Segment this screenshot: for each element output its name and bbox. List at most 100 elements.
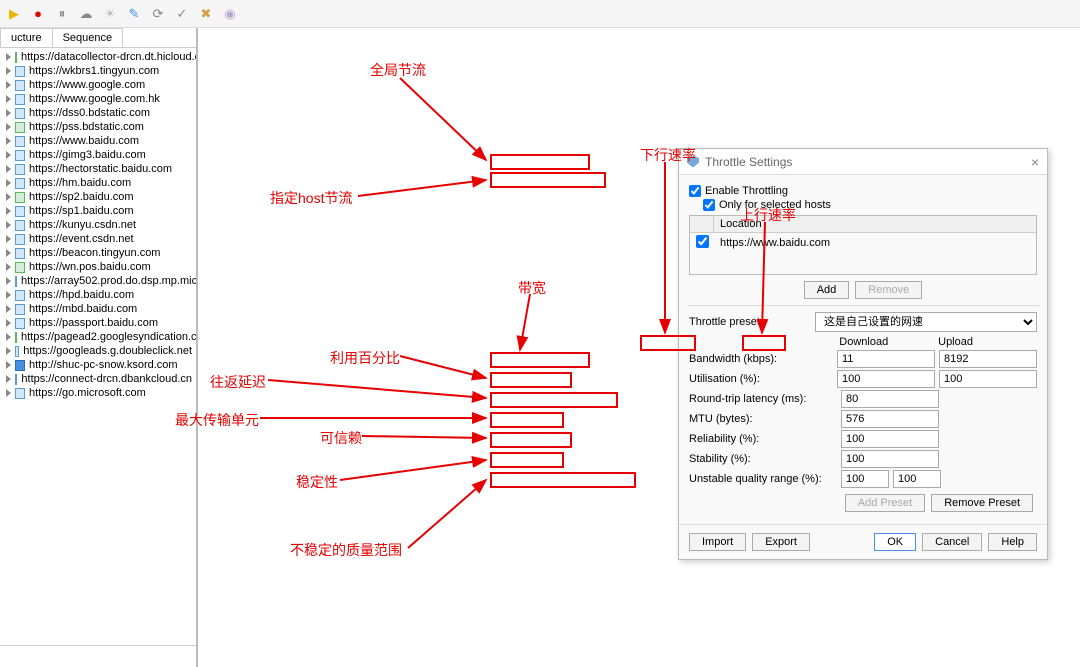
cancel-button[interactable]: Cancel — [922, 533, 982, 551]
utilisation-download-input[interactable] — [837, 370, 935, 388]
ann-down: 下行速率 — [640, 145, 696, 165]
mtu-label: MTU (bytes): — [689, 413, 837, 425]
list-item[interactable]: https://www.google.com.hk — [0, 92, 196, 106]
list-item[interactable]: https://go.microsoft.com — [0, 386, 196, 400]
host-icon — [15, 360, 25, 371]
host-label: https://googleads.g.doubleclick.net — [23, 345, 192, 357]
pause-icon[interactable]: ⏸ — [54, 6, 70, 22]
bandwidth-download-input[interactable] — [837, 350, 935, 368]
tree-icon — [6, 137, 11, 145]
preset-select[interactable]: 这是自己设置的网速 — [815, 312, 1037, 332]
tab-sequence[interactable]: Sequence — [52, 28, 124, 47]
list-item[interactable]: https://datacollector-drcn.dt.hicloud.co… — [0, 50, 196, 64]
list-item[interactable]: https://event.csdn.net — [0, 232, 196, 246]
list-item[interactable]: https://dss0.bdstatic.com — [0, 106, 196, 120]
host-checkbox[interactable] — [696, 235, 709, 248]
dialog-titlebar: Throttle Settings × — [679, 149, 1047, 175]
ok-button[interactable]: OK — [874, 533, 916, 551]
host-icon — [15, 332, 17, 343]
host-icon — [15, 150, 25, 161]
list-item[interactable]: http://shuc-pc-snow.ksord.com — [0, 358, 196, 372]
pen-icon[interactable]: ✎ — [126, 6, 142, 22]
uqr-low-input[interactable] — [841, 470, 889, 488]
reliability-input[interactable] — [841, 430, 939, 448]
tree-icon — [6, 361, 11, 369]
stability-input[interactable] — [841, 450, 939, 468]
host-label: https://mbd.baidu.com — [29, 303, 137, 315]
list-item[interactable]: https://sp1.baidu.com — [0, 204, 196, 218]
list-item[interactable]: https://beacon.tingyun.com — [0, 246, 196, 260]
host-icon — [15, 318, 25, 329]
folder-icon[interactable]: ▶ — [6, 6, 22, 22]
list-item[interactable]: https://mbd.baidu.com — [0, 302, 196, 316]
ann-bandwidth: 带宽 — [518, 278, 546, 298]
host-icon — [15, 66, 25, 77]
ann-rel: 可信赖 — [320, 428, 362, 448]
uqr-high-input[interactable] — [893, 470, 941, 488]
add-button[interactable]: Add — [804, 281, 850, 299]
list-item[interactable]: https://hm.baidu.com — [0, 176, 196, 190]
list-item[interactable]: https://www.baidu.com — [0, 134, 196, 148]
globe-icon[interactable]: ◉ — [222, 6, 238, 22]
host-icon — [15, 164, 25, 175]
host-icon — [15, 80, 25, 91]
wrench-icon[interactable]: ✖ — [198, 6, 214, 22]
cloud-icon[interactable]: ☁ — [78, 6, 94, 22]
throttle-dialog: Throttle Settings × Enable Throttling On… — [678, 148, 1048, 560]
enable-throttling-checkbox[interactable] — [689, 185, 701, 197]
sun-icon[interactable]: ☀ — [102, 6, 118, 22]
host-label: https://www.baidu.com — [29, 135, 139, 147]
host-icon — [15, 108, 25, 119]
list-item[interactable]: https://hectorstatic.baidu.com — [0, 162, 196, 176]
host-label: https://sp1.baidu.com — [29, 205, 134, 217]
table-row[interactable]: https://www.baidu.com — [690, 233, 1036, 253]
host-label: https://go.microsoft.com — [29, 387, 146, 399]
close-icon[interactable]: × — [1031, 154, 1039, 170]
check-icon[interactable]: ✓ — [174, 6, 190, 22]
list-item[interactable]: https://array502.prod.do.dsp.mp.microsof… — [0, 274, 196, 288]
list-item[interactable]: https://pagead2.googlesyndication.com — [0, 330, 196, 344]
host-icon — [15, 388, 25, 399]
tree-icon — [6, 263, 11, 271]
utilisation-upload-input[interactable] — [939, 370, 1037, 388]
uqr-label: Unstable quality range (%): — [689, 473, 837, 485]
rtt-input[interactable] — [841, 390, 939, 408]
tree-icon — [6, 249, 11, 257]
list-item[interactable]: https://gimg3.baidu.com — [0, 148, 196, 162]
mtu-input[interactable] — [841, 410, 939, 428]
list-item[interactable]: https://pss.bdstatic.com — [0, 120, 196, 134]
list-item[interactable]: https://connect-drcn.dbankcloud.cn — [0, 372, 196, 386]
list-item[interactable]: https://sp2.baidu.com — [0, 190, 196, 204]
tree-icon — [6, 235, 11, 243]
refresh-icon[interactable]: ⟳ — [150, 6, 166, 22]
import-button[interactable]: Import — [689, 533, 746, 551]
help-button[interactable]: Help — [988, 533, 1037, 551]
list-item[interactable]: https://googleads.g.doubleclick.net — [0, 344, 196, 358]
host-label: https://array502.prod.do.dsp.mp.microsof… — [21, 275, 196, 287]
record-icon[interactable]: ● — [30, 6, 46, 22]
bandwidth-upload-input[interactable] — [939, 350, 1037, 368]
list-item[interactable]: https://wn.pos.baidu.com — [0, 260, 196, 274]
remove-button[interactable]: Remove — [855, 281, 922, 299]
tree-icon — [6, 123, 11, 131]
ann-host: 指定host节流 — [270, 188, 352, 208]
export-button[interactable]: Export — [752, 533, 810, 551]
remove-preset-button[interactable]: Remove Preset — [931, 494, 1033, 512]
list-item[interactable]: https://hpd.baidu.com — [0, 288, 196, 302]
host-icon — [15, 234, 25, 245]
dialog-title: Throttle Settings — [705, 155, 792, 169]
list-item[interactable]: https://passport.baidu.com — [0, 316, 196, 330]
enable-throttling-label: Enable Throttling — [705, 185, 788, 197]
host-label: https://dss0.bdstatic.com — [29, 107, 150, 119]
list-item[interactable]: https://wkbrs1.tingyun.com — [0, 64, 196, 78]
add-preset-button[interactable]: Add Preset — [845, 494, 925, 512]
only-hosts-checkbox[interactable] — [703, 199, 715, 211]
tab-structure[interactable]: ucture — [0, 28, 53, 47]
host-label: https://event.csdn.net — [29, 233, 134, 245]
list-item[interactable]: https://kunyu.csdn.net — [0, 218, 196, 232]
host-icon — [15, 178, 25, 189]
upload-header: Upload — [938, 336, 1037, 348]
list-item[interactable]: https://www.google.com — [0, 78, 196, 92]
tree-icon — [6, 67, 11, 75]
toolbar: ▶ ● ⏸ ☁ ☀ ✎ ⟳ ✓ ✖ ◉ — [0, 0, 1080, 28]
